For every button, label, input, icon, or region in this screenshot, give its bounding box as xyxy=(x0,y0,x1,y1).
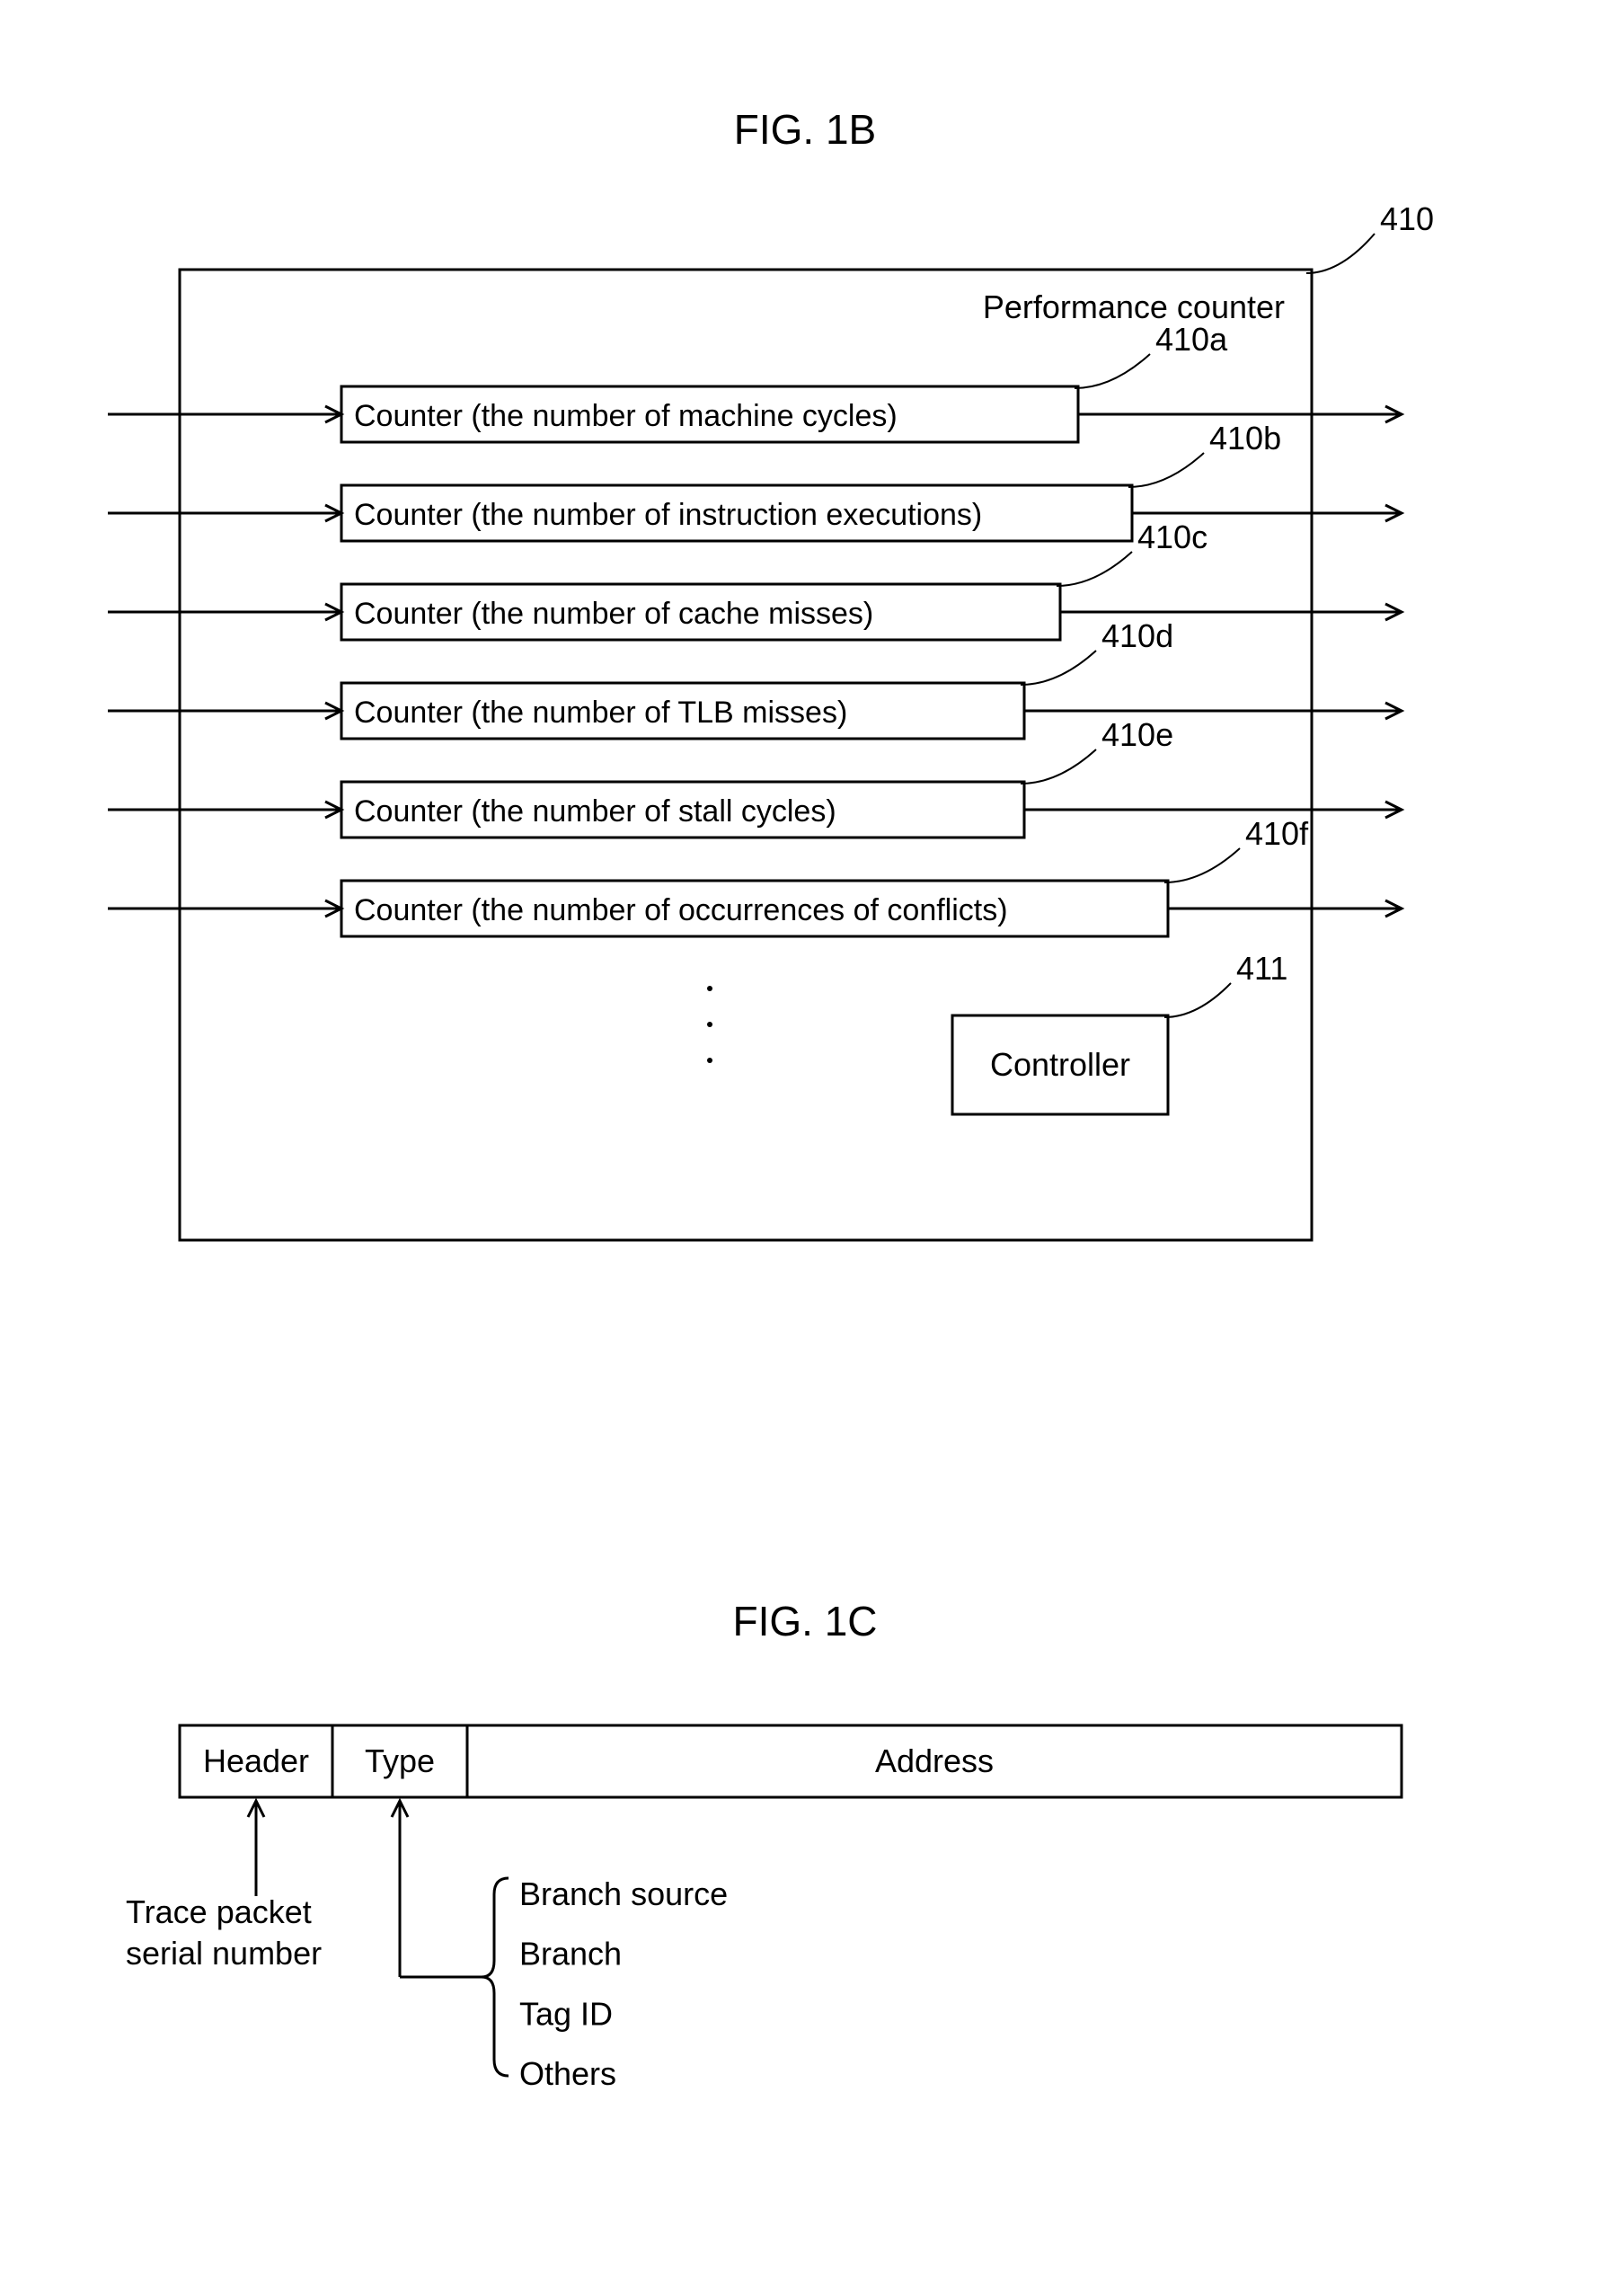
type-item-2: Tag ID xyxy=(519,1995,613,2032)
type-item-3: Others xyxy=(519,2055,616,2092)
counter-text-3: Counter (the number of TLB misses) xyxy=(354,696,847,730)
ref-410b: 410b xyxy=(1209,420,1281,457)
ref-410e: 410e xyxy=(1101,716,1173,753)
type-item-1: Branch xyxy=(519,1936,622,1972)
packet-cell-label-address: Address xyxy=(875,1742,994,1779)
performance-counter-label: Performance counter xyxy=(983,288,1285,325)
header-note-line-0: Trace packet xyxy=(126,1893,312,1930)
ref-410a: 410a xyxy=(1155,321,1228,358)
vdots-dot xyxy=(707,986,712,991)
figure-c-title: FIG. 1C xyxy=(732,1598,877,1644)
ref-411: 411 xyxy=(1236,950,1287,987)
vdots-dot xyxy=(707,1058,712,1063)
type-item-0: Branch source xyxy=(519,1875,728,1912)
controller-label: Controller xyxy=(990,1046,1130,1083)
ref-410c: 410c xyxy=(1137,519,1208,555)
packet-cell-label-type: Type xyxy=(365,1742,435,1779)
ref-410f: 410f xyxy=(1245,815,1309,852)
counter-text-5: Counter (the number of occurrences of co… xyxy=(354,893,1008,927)
leader xyxy=(1306,234,1375,273)
ref-410: 410 xyxy=(1380,200,1434,237)
figure-b-title: FIG. 1B xyxy=(734,106,876,153)
counter-text-4: Counter (the number of stall cycles) xyxy=(354,794,836,829)
counter-text-1: Counter (the number of instruction execu… xyxy=(354,498,982,532)
vdots-dot xyxy=(707,1022,712,1027)
packet-cell-label-header: Header xyxy=(203,1742,309,1779)
header-note-line-1: serial number xyxy=(126,1935,322,1972)
diagram-canvas: FIG. 1B 410 Performance counter Counter (th… xyxy=(0,0,1610,2292)
type-brace xyxy=(482,1878,509,2076)
counter-text-2: Counter (the number of cache misses) xyxy=(354,597,873,631)
ref-410d: 410d xyxy=(1101,617,1173,654)
counter-text-0: Counter (the number of machine cycles) xyxy=(354,399,898,433)
